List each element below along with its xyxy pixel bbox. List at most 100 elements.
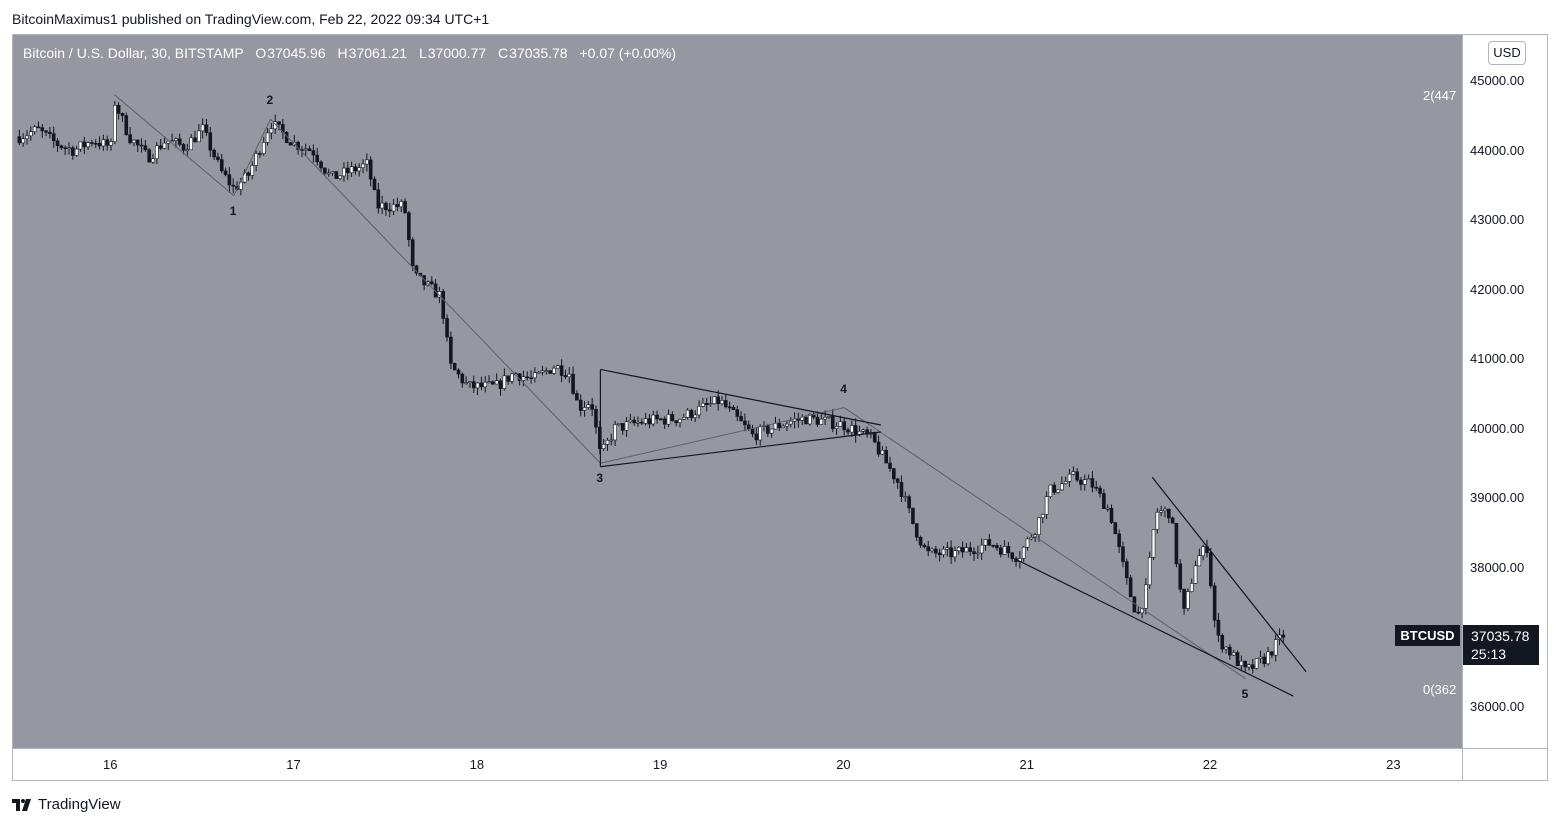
candle-body	[1063, 481, 1068, 485]
time-axis[interactable]	[13, 748, 1547, 780]
candle-body	[647, 418, 652, 425]
x-tick-label: 20	[836, 757, 851, 772]
candle-body	[36, 126, 41, 129]
candle-body	[128, 134, 132, 144]
candle-body	[601, 444, 606, 449]
candle-body	[617, 423, 621, 425]
wave-count-line	[270, 118, 601, 464]
candle-body	[926, 546, 931, 552]
candle-body	[1075, 471, 1079, 481]
candle-body	[155, 145, 159, 159]
candle-body	[953, 550, 957, 558]
candle-body	[380, 202, 384, 209]
y-tick-label: 36000.00	[1470, 698, 1525, 714]
candle-body	[1056, 489, 1060, 493]
candle-body	[441, 291, 446, 319]
legend-close-value: 37035.78	[509, 45, 568, 61]
candle-body	[1251, 664, 1255, 669]
candle-body	[674, 420, 678, 423]
candle-body	[788, 420, 793, 425]
candle-body	[682, 417, 686, 420]
candle-body	[594, 409, 598, 428]
candle-body	[97, 143, 102, 147]
candle-body	[907, 496, 911, 509]
candle-body	[59, 145, 64, 148]
candle-body	[1079, 479, 1083, 485]
candle-body	[766, 425, 770, 434]
candle-body	[1155, 511, 1160, 530]
wave-count-line	[114, 94, 235, 197]
candle-body	[555, 365, 560, 369]
candle-body	[151, 158, 155, 163]
candle-body	[181, 144, 186, 151]
tradingview-logo[interactable]: TradingView	[12, 796, 121, 813]
candle-body	[193, 137, 197, 143]
wave-count-line	[843, 407, 1246, 680]
candle-body	[937, 552, 942, 556]
candle-body	[452, 363, 457, 371]
candle-body	[727, 406, 732, 409]
candle-body	[704, 402, 709, 405]
wave-label-1: 1	[229, 203, 237, 218]
bar-countdown: 25:13	[1471, 646, 1507, 662]
legend-low-value: 37000.77	[427, 45, 487, 61]
candles-group	[17, 100, 1286, 674]
candle-body	[1117, 533, 1121, 548]
candle-body	[552, 367, 556, 374]
x-tick-label: 23	[1386, 757, 1401, 772]
candle-body	[934, 548, 938, 554]
candle-body	[116, 105, 121, 114]
candle-body	[162, 142, 167, 149]
axis-corner-divider	[1462, 748, 1463, 780]
candle-body	[407, 212, 411, 241]
candle-body	[177, 138, 182, 145]
candle-body	[998, 547, 1003, 555]
candle-body	[1201, 546, 1205, 556]
x-tick-label: 22	[1202, 757, 1218, 772]
candle-body	[911, 507, 915, 524]
candle-body	[82, 141, 87, 148]
candle-body	[785, 423, 789, 427]
candle-body	[17, 136, 22, 144]
candle-body	[216, 156, 220, 160]
candle-body	[1209, 552, 1213, 587]
candle-body	[197, 130, 201, 143]
candle-body	[158, 145, 163, 149]
candle-body	[739, 416, 743, 422]
candle-body	[460, 373, 465, 384]
candle-body	[67, 147, 71, 150]
candle-body	[219, 159, 224, 172]
candle-body	[1090, 478, 1095, 488]
candle-body	[918, 536, 923, 546]
candle-body	[586, 404, 591, 408]
candle-body	[914, 523, 919, 538]
candle-body	[174, 138, 178, 141]
candle-body	[1094, 486, 1099, 489]
candle-body	[21, 138, 25, 144]
candle-body	[109, 141, 113, 146]
candle-body	[1025, 538, 1030, 548]
candle-body	[40, 127, 45, 132]
candle-body	[1098, 487, 1102, 494]
candle-body	[78, 141, 83, 150]
candle-body	[330, 171, 335, 174]
y-tick-label: 43000.00	[1470, 212, 1525, 227]
candle-body	[876, 441, 881, 455]
candle-body	[357, 167, 362, 172]
candle-body	[850, 425, 854, 433]
candle-body	[319, 161, 323, 169]
x-tick-label: 18	[469, 757, 485, 772]
candle-body	[525, 376, 530, 379]
annotations-group	[114, 94, 1307, 697]
legend-change: +0.07 (+0.00%)	[579, 45, 676, 61]
candle-body	[838, 421, 843, 427]
candle-body	[830, 416, 835, 429]
wave-count-line	[233, 119, 271, 196]
candle-body	[258, 153, 262, 155]
currency-button[interactable]: USD	[1488, 41, 1526, 65]
chart-frame[interactable]: Bitcoin / U.S. Dollar, 30, BITSTAMP O370…	[12, 34, 1548, 781]
candle-body	[1147, 557, 1152, 586]
candle-body	[338, 175, 342, 179]
candle-body	[720, 400, 724, 404]
candle-body	[1197, 555, 1202, 567]
